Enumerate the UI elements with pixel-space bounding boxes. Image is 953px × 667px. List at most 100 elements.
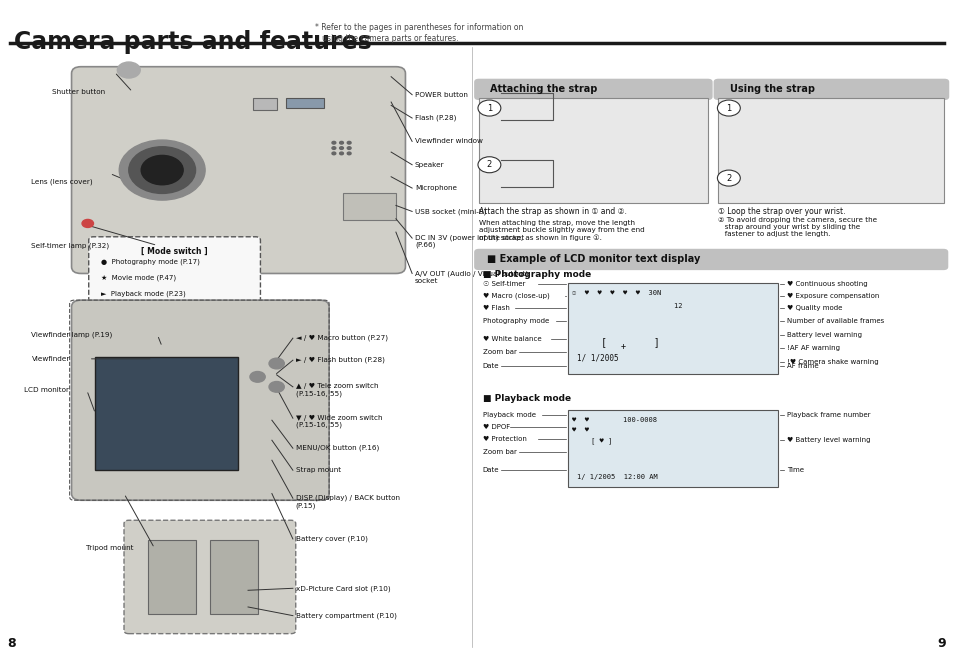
Text: ② To avoid dropping the camera, secure the
   strap around your wrist by sliding: ② To avoid dropping the camera, secure t… (718, 217, 877, 237)
Circle shape (141, 155, 183, 185)
Text: Zoom bar: Zoom bar (482, 450, 517, 455)
Bar (253, 98, 276, 110)
Circle shape (332, 141, 335, 144)
FancyBboxPatch shape (124, 520, 295, 634)
Text: ●  Photography mode (P.17): ● Photography mode (P.17) (101, 259, 200, 265)
Text: 2: 2 (486, 160, 492, 169)
Text: xD-Picture Card slot (P.10): xD-Picture Card slot (P.10) (295, 585, 390, 592)
Circle shape (129, 147, 195, 193)
Text: Photography mode: Photography mode (482, 319, 548, 324)
Text: !♥ Camera shake warning: !♥ Camera shake warning (786, 358, 878, 365)
Text: ♥ Flash: ♥ Flash (482, 305, 509, 311)
Text: When attaching the strap, move the length
adjustment buckle slightly away from t: When attaching the strap, move the lengt… (478, 220, 644, 241)
FancyBboxPatch shape (71, 300, 329, 500)
Circle shape (339, 147, 343, 149)
Text: A/V OUT (Audio / Visual output)
socket: A/V OUT (Audio / Visual output) socket (415, 270, 528, 283)
Text: ☉  ♥  ♥  ♥  ♥  ♥  30N: ☉ ♥ ♥ ♥ ♥ ♥ 30N (572, 290, 661, 296)
Text: ★  Movie mode (P.47): ★ Movie mode (P.47) (101, 275, 176, 281)
Text: ♥ Continuous shooting: ♥ Continuous shooting (786, 281, 867, 287)
Text: !AF AF warning: !AF AF warning (786, 346, 840, 351)
Text: ♥ Protection: ♥ Protection (482, 436, 526, 442)
Text: ♥ Exposure compensation: ♥ Exposure compensation (786, 293, 879, 299)
Circle shape (347, 147, 351, 149)
Text: ☉ Self-timer: ☉ Self-timer (482, 281, 524, 287)
FancyBboxPatch shape (474, 79, 712, 100)
Text: 2: 2 (725, 173, 731, 183)
Text: Playback frame number: Playback frame number (786, 412, 870, 418)
Circle shape (117, 62, 140, 78)
Circle shape (269, 358, 284, 369)
Text: ■ Photography mode: ■ Photography mode (482, 270, 590, 279)
Text: [ ♥ ]: [ ♥ ] (591, 437, 612, 444)
Text: ◄ / ♥ Macro button (P.27): ◄ / ♥ Macro button (P.27) (295, 335, 387, 342)
Circle shape (332, 147, 335, 149)
Circle shape (347, 152, 351, 155)
Text: Attach the strap as shown in ① and ②.: Attach the strap as shown in ① and ②. (478, 207, 626, 215)
Text: DISP (Display) / BACK button
(P.15): DISP (Display) / BACK button (P.15) (295, 495, 399, 508)
Bar (567, 283, 777, 374)
Text: Playback mode: Playback mode (482, 412, 536, 418)
Text: Self-timer lamp (P.32): Self-timer lamp (P.32) (31, 242, 110, 249)
Text: [ Mode switch ]: [ Mode switch ] (141, 247, 208, 255)
Text: Battery compartment (P.10): Battery compartment (P.10) (295, 612, 396, 619)
Text: POWER button: POWER button (415, 92, 467, 97)
Text: 1: 1 (486, 103, 492, 113)
Text: ►  Playback mode (P.23): ► Playback mode (P.23) (101, 291, 186, 297)
Circle shape (347, 141, 351, 144)
Bar (343, 193, 395, 220)
Text: USB socket (mini-B): USB socket (mini-B) (415, 208, 486, 215)
Text: DC IN 3V (power input) socket
(P.66): DC IN 3V (power input) socket (P.66) (415, 235, 524, 248)
Text: ♥ Macro (close-up): ♥ Macro (close-up) (482, 293, 549, 299)
Text: Viewfinder: Viewfinder (31, 356, 70, 362)
Text: * Refer to the pages in parentheses for information on
   using the camera parts: * Refer to the pages in parentheses for … (314, 23, 522, 43)
Bar (210, 540, 257, 614)
Text: Lens (lens cover): Lens (lens cover) (31, 178, 93, 185)
Text: ♥  ♥        100-0008: ♥ ♥ 100-0008 (572, 417, 657, 423)
Text: AF frame: AF frame (786, 363, 818, 368)
Text: Date: Date (482, 363, 498, 368)
Text: ► / ♥ Flash button (P.28): ► / ♥ Flash button (P.28) (295, 357, 384, 364)
Text: Microphone: Microphone (415, 185, 456, 191)
Text: [        ]: [ ] (600, 337, 659, 347)
Text: Zoom bar: Zoom bar (482, 350, 517, 355)
Text: Viewfinder window: Viewfinder window (415, 139, 482, 144)
Text: ♥ White balance: ♥ White balance (482, 336, 540, 342)
FancyBboxPatch shape (89, 237, 260, 313)
Circle shape (269, 382, 284, 392)
Text: Shutter button: Shutter button (52, 89, 106, 95)
Text: ♥  ♥: ♥ ♥ (572, 427, 589, 433)
FancyBboxPatch shape (713, 79, 948, 100)
Circle shape (339, 141, 343, 144)
Text: ■ Playback mode: ■ Playback mode (482, 394, 570, 402)
Circle shape (717, 100, 740, 116)
Text: Camera parts and features: Camera parts and features (14, 30, 372, 54)
Text: 1/ 1/2005: 1/ 1/2005 (577, 354, 618, 362)
Bar (95, 357, 238, 470)
Text: Viewfinder lamp (P.19): Viewfinder lamp (P.19) (31, 331, 112, 338)
Text: ▲ / ♥ Tele zoom switch
(P.15-16, 55): ▲ / ♥ Tele zoom switch (P.15-16, 55) (295, 384, 377, 397)
Circle shape (477, 157, 500, 173)
Circle shape (477, 100, 500, 116)
Bar (286, 98, 324, 108)
Text: Flash (P.28): Flash (P.28) (415, 115, 456, 121)
Text: Number of available frames: Number of available frames (786, 319, 883, 324)
Text: ♥ DPOF: ♥ DPOF (482, 424, 510, 430)
Circle shape (339, 152, 343, 155)
Text: 9: 9 (937, 638, 945, 650)
Circle shape (332, 152, 335, 155)
Text: ♥ Battery level warning: ♥ Battery level warning (786, 437, 870, 444)
Text: Attaching the strap: Attaching the strap (490, 85, 598, 94)
Text: LCD monitor: LCD monitor (24, 388, 69, 393)
Text: Using the strap: Using the strap (729, 85, 814, 94)
FancyBboxPatch shape (71, 67, 405, 273)
Text: 1/ 1/2005  12:00 AM: 1/ 1/2005 12:00 AM (577, 474, 658, 480)
Text: Time: Time (786, 468, 803, 473)
Circle shape (250, 372, 265, 382)
FancyBboxPatch shape (474, 249, 947, 270)
Text: Speaker: Speaker (415, 162, 444, 167)
Text: Date: Date (482, 468, 498, 473)
Bar (718, 98, 943, 203)
Bar (148, 540, 195, 614)
Text: Battery level warning: Battery level warning (786, 332, 862, 338)
Circle shape (717, 170, 740, 186)
